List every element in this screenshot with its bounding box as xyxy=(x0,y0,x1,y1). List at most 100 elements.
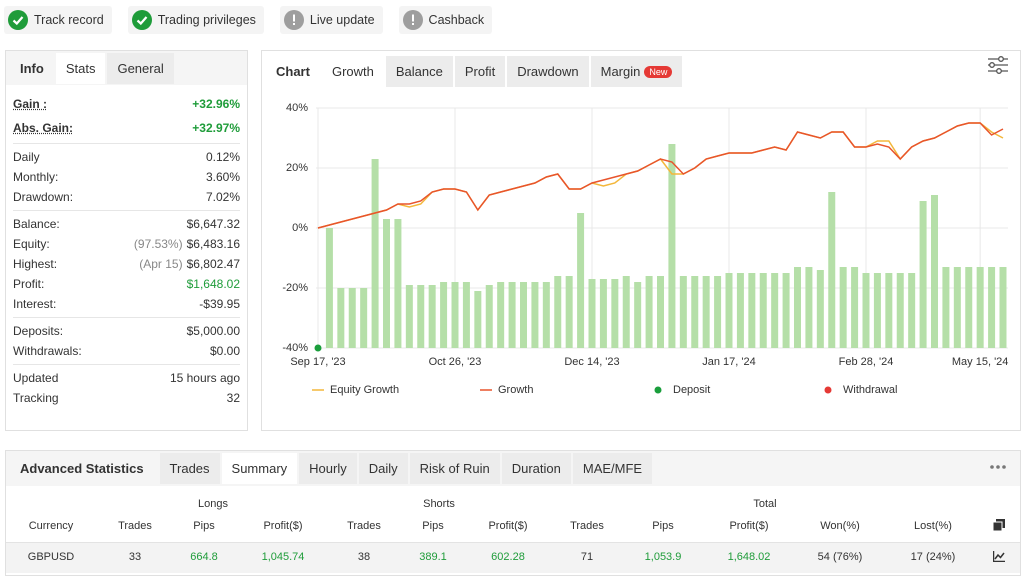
legend-label: Growth xyxy=(498,384,533,396)
tab[interactable]: Hourly xyxy=(299,453,357,484)
bar xyxy=(565,276,573,348)
bar xyxy=(999,267,1007,348)
bar xyxy=(383,219,390,348)
badge-icon xyxy=(131,10,152,30)
group-header: Longs xyxy=(198,498,228,510)
table-cell: 664.8 xyxy=(190,551,218,563)
badge[interactable]: Track record xyxy=(4,6,112,34)
stat-label: Profit: xyxy=(13,277,45,291)
chart-panel: Chart Growth Balance Profit Drawdown Margin Ne… xyxy=(261,50,1021,431)
tab[interactable]: Margin New xyxy=(590,55,683,87)
legend-item[interactable]: Equity Growth xyxy=(312,384,399,396)
stat-value-wrap: 7.02% xyxy=(206,190,240,204)
bar xyxy=(554,276,562,348)
stats-row: Withdrawals: $0.00 xyxy=(13,341,240,361)
column-header: Profit($) xyxy=(263,520,303,532)
icon-part xyxy=(993,551,1005,562)
excl-dot xyxy=(292,23,295,25)
table-cell: GBPUSD xyxy=(27,551,75,563)
tab-bar: Advanced Statistics Trades Summary Hourly Da… xyxy=(6,451,1020,486)
tab[interactable]: Daily xyxy=(358,453,408,484)
legend-item[interactable]: Withdrawal xyxy=(824,384,898,396)
badge-icon xyxy=(283,10,304,30)
bar xyxy=(748,273,756,348)
bar xyxy=(417,285,425,348)
dot xyxy=(996,465,1000,469)
badge[interactable]: Trading privileges xyxy=(127,6,264,34)
tab[interactable]: General xyxy=(107,52,174,84)
bar xyxy=(428,285,436,348)
chart-icon[interactable] xyxy=(993,551,1005,562)
stats-row: Balance: $6,647.32 xyxy=(13,214,240,234)
chart-label: Chart xyxy=(276,63,310,79)
bar xyxy=(862,273,870,348)
x-tick-label: Jan 17, '24 xyxy=(702,356,755,368)
stat-value-wrap: -$39.95 xyxy=(199,297,240,311)
tab[interactable]: MAE/MFE xyxy=(572,453,653,484)
bar xyxy=(657,276,664,348)
stat-value: 32 xyxy=(226,391,240,405)
table-cell: 33 xyxy=(128,551,142,563)
table-cell: 1,045.74 xyxy=(261,551,305,563)
bar xyxy=(508,282,516,348)
bar xyxy=(771,273,779,348)
stat-value: 15 hours ago xyxy=(169,371,240,385)
y-tick-label: 0% xyxy=(292,222,308,234)
settings-icon[interactable] xyxy=(988,56,1008,74)
event-marker xyxy=(314,344,322,352)
tab[interactable]: Stats xyxy=(55,52,106,84)
legend-item[interactable]: Deposit xyxy=(654,384,711,396)
bar xyxy=(622,276,630,348)
group-header: Total xyxy=(753,498,777,510)
table-cell: 38 xyxy=(357,551,371,563)
stat-value-wrap: 3.60% xyxy=(206,170,240,184)
bar xyxy=(634,282,642,348)
tab[interactable]: Duration xyxy=(501,453,571,484)
bar xyxy=(759,273,767,348)
panel-title: Advanced Statistics xyxy=(20,461,144,476)
bar xyxy=(679,276,687,348)
bar xyxy=(485,285,493,348)
stat-note: (97.53%) xyxy=(133,237,183,251)
bar xyxy=(942,267,950,348)
stats-list: Gain : +32.96% Abs. Gain: +32.97% Daily 0.12%… xyxy=(13,89,240,411)
x-tick-label: May 15, '24 xyxy=(952,356,1009,368)
tab[interactable]: Balance xyxy=(385,55,453,87)
bar xyxy=(988,267,996,348)
stat-value: 7.02% xyxy=(205,190,240,204)
tab[interactable]: Summary xyxy=(221,453,298,484)
icon-knob xyxy=(989,62,995,68)
tab[interactable]: Info xyxy=(20,60,44,76)
table-cell: 17 (24%) xyxy=(910,551,956,563)
stats-row: Updated 15 hours ago xyxy=(13,368,240,388)
stat-value-wrap: $1,648.02 xyxy=(187,277,240,291)
bar xyxy=(873,273,881,348)
tab[interactable]: Growth xyxy=(321,55,384,87)
badge[interactable]: Cashback xyxy=(398,6,493,34)
table-cell: 602.28 xyxy=(491,551,525,563)
table-cell: 54 (76%) xyxy=(817,551,863,563)
tab[interactable]: Trades xyxy=(159,453,220,484)
bar xyxy=(839,267,847,348)
legend-label: Equity Growth xyxy=(330,384,399,396)
bar xyxy=(462,282,470,348)
legend-item[interactable]: Growth xyxy=(480,384,533,396)
stat-value-wrap: $6,647.32 xyxy=(187,217,240,231)
stat-label: Balance: xyxy=(13,217,60,231)
tab[interactable]: Drawdown xyxy=(507,55,589,87)
y-tick-label: -40% xyxy=(282,342,308,354)
icon-circle xyxy=(131,10,152,30)
stat-value-wrap: +32.97% xyxy=(192,121,240,135)
more-icon[interactable] xyxy=(990,464,1006,470)
bar xyxy=(702,276,710,348)
stat-value: +32.96% xyxy=(192,97,240,111)
stat-value: +32.97% xyxy=(192,121,240,135)
column-header: Won(%) xyxy=(820,520,860,532)
table-cell: 389.1 xyxy=(419,551,447,563)
tab[interactable]: Risk of Ruin xyxy=(409,453,500,484)
x-tick-label: Sep 17, '23 xyxy=(290,356,345,368)
excl xyxy=(292,14,295,22)
copy-icon[interactable] xyxy=(993,519,1005,531)
tab[interactable]: Profit xyxy=(454,55,506,87)
badge[interactable]: Live update xyxy=(279,6,383,34)
